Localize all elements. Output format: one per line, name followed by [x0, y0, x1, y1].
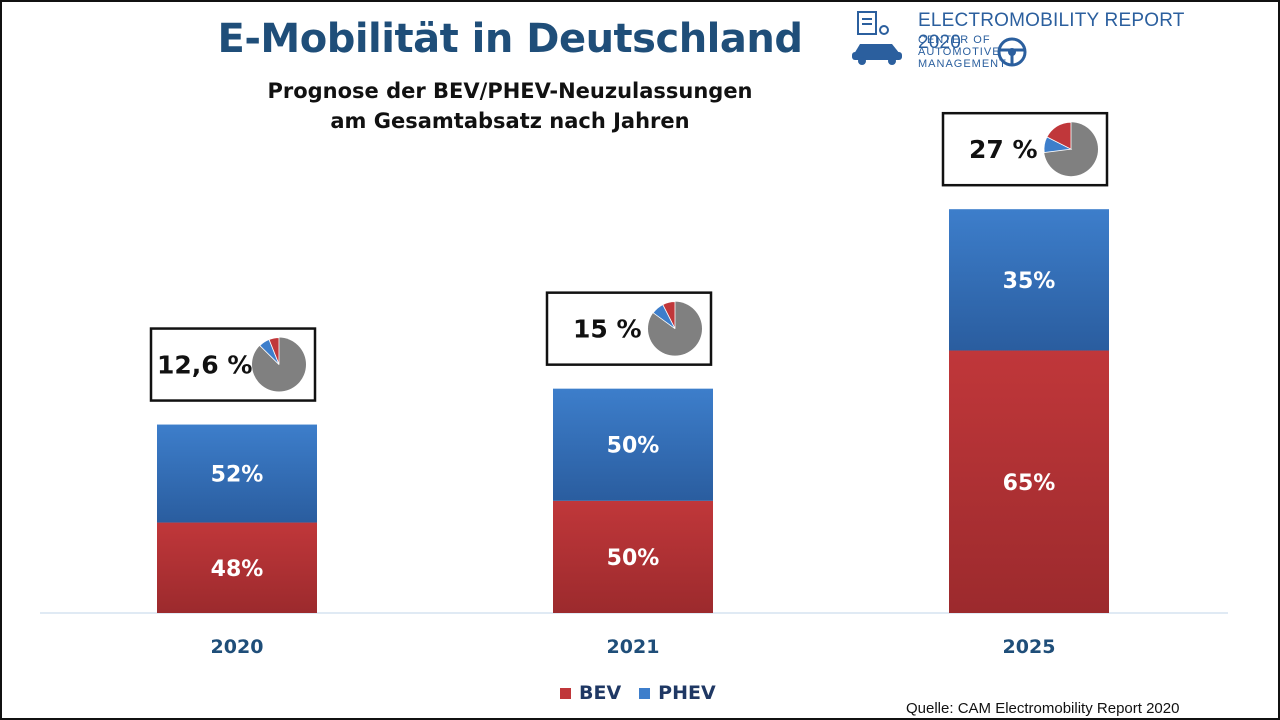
organization-name: CENTER OF AUTOMOTIVE MANAGEMENT — [918, 34, 1007, 70]
bar-bev-2020 — [157, 522, 317, 613]
legend-item-bev: BEV — [560, 682, 621, 704]
chart-subtitle: Prognose der BEV/PHEV-Neuzulassungen am … — [210, 76, 810, 136]
subtitle-line-1: Prognose der BEV/PHEV-Neuzulassungen — [267, 79, 753, 103]
data-label-bev-2020: 48% — [211, 557, 264, 582]
org-line-2: AUTOMOTIVE — [918, 46, 1001, 58]
legend-label-bev: BEV — [579, 682, 622, 704]
chart-title: E-Mobilität in Deutschland — [217, 16, 804, 62]
bar-phev-2021 — [553, 388, 713, 501]
legend-label-phev: PHEV — [658, 682, 716, 704]
bar-phev-2020 — [157, 424, 317, 523]
org-line-1: CENTER OF — [918, 34, 991, 46]
source-note: Quelle: CAM Electromobility Report 2020 — [906, 700, 1180, 717]
data-label-bev-2025: 65% — [1003, 471, 1056, 496]
legend-swatch-bev — [560, 687, 571, 699]
subtitle-line-2: am Gesamtabsatz nach Jahren — [330, 109, 690, 133]
bar-bev-2025 — [949, 350, 1109, 613]
mini-pie-phev-2025 — [1043, 136, 1073, 154]
steering-wheel-icon — [997, 37, 1027, 67]
x-tick-label-2025: 2025 — [1003, 636, 1056, 658]
mini-pie-phev-2020 — [259, 338, 280, 365]
data-label-bev-2021: 50% — [607, 546, 660, 571]
legend-item-phev: PHEV — [639, 682, 716, 704]
data-label-phev-2020: 52% — [211, 463, 264, 488]
x-tick-label-2021: 2021 — [607, 636, 660, 658]
data-label-phev-2021: 50% — [607, 434, 660, 459]
chart-legend: BEV PHEV — [560, 680, 734, 706]
org-line-3: MANAGEMENT — [918, 58, 1007, 70]
bar-bev-2021 — [553, 500, 713, 613]
share-label-2021: 15 % — [573, 315, 642, 344]
share-label-2020: 12,6 % — [157, 351, 252, 380]
x-tick-label-2020: 2020 — [211, 636, 264, 658]
cam-logo: ELECTROMOBILITY REPORT 2020 CENTER OF AU… — [848, 8, 1228, 78]
legend-swatch-phev — [639, 687, 651, 699]
bar-phev-2025 — [949, 209, 1109, 351]
mini-pie-phev-2021 — [652, 304, 676, 329]
share-label-2025: 27 % — [969, 135, 1038, 164]
data-label-phev-2025: 35% — [1003, 269, 1056, 294]
car-clipboard-icon — [852, 11, 902, 65]
report-title: ELECTROMOBILITY REPORT 2020 — [918, 10, 1185, 53]
